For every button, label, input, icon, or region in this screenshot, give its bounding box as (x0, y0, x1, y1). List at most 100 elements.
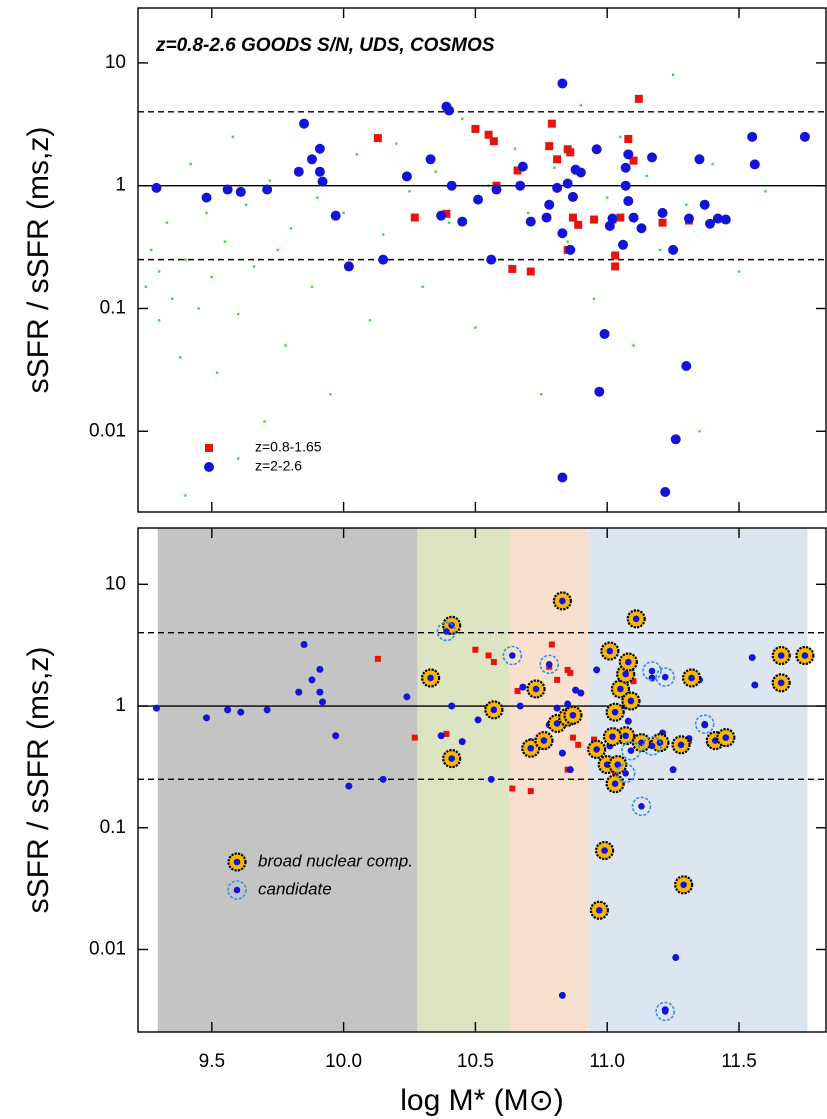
halo-core (448, 755, 455, 762)
ring-core (443, 628, 450, 635)
square-marker (509, 785, 516, 792)
circle-marker (694, 154, 705, 165)
circle-marker (299, 118, 310, 129)
y-tick-label: 1 (115, 695, 126, 716)
halo-core (601, 847, 608, 854)
circle-marker (747, 131, 758, 142)
circle-marker (425, 154, 436, 165)
field-point (685, 203, 688, 206)
halo-core (611, 780, 619, 788)
halo-core (233, 858, 241, 866)
field-point (184, 494, 187, 497)
circle-marker (624, 717, 632, 725)
ring (642, 736, 662, 756)
halo-core (622, 732, 629, 740)
field-point (157, 319, 161, 322)
field-point (184, 258, 187, 261)
field-point (579, 104, 583, 107)
ring (621, 740, 641, 761)
halo-core (527, 744, 535, 752)
candidate-marker (539, 654, 560, 675)
broad-marker (589, 900, 609, 920)
halo-core (801, 652, 809, 659)
circle-marker (295, 688, 303, 696)
broad-marker (227, 852, 247, 872)
y-tick-label: 0.1 (100, 297, 126, 318)
circle-marker (525, 216, 536, 227)
circle-marker (457, 216, 468, 227)
legend-label: candidate (258, 879, 332, 898)
square-marker (624, 135, 633, 144)
ring-core (233, 886, 241, 894)
square-marker (526, 267, 535, 276)
y-axis-title: sSFR / sSFR (ms,z) (22, 647, 55, 914)
square-marker (410, 213, 419, 222)
field-point (244, 203, 248, 206)
candidate-marker (655, 667, 676, 687)
broad-marker (526, 679, 546, 699)
circle-marker (593, 666, 601, 674)
circle-marker (378, 254, 389, 265)
circle-marker (577, 689, 585, 697)
field-point (197, 307, 200, 310)
broad-marker (674, 875, 694, 895)
ring-core (638, 803, 645, 810)
square-marker (567, 669, 574, 676)
field-point (289, 227, 293, 230)
circle-marker (705, 218, 716, 229)
circle-marker (670, 434, 681, 445)
field-point (316, 196, 319, 199)
circle-marker (712, 213, 723, 224)
field-point (252, 265, 256, 268)
broad-marker (552, 591, 572, 611)
field-point (310, 285, 314, 289)
halo-core (553, 720, 561, 727)
circle-marker (446, 180, 457, 191)
circle-marker (557, 228, 568, 239)
halo-core (622, 670, 629, 678)
x-tick-label: 10.0 (325, 1051, 362, 1072)
field-point (157, 270, 161, 273)
halo-core (490, 706, 498, 714)
broad-marker (631, 733, 652, 753)
circle-marker (151, 182, 162, 193)
broad-marker (442, 748, 462, 769)
circle-marker (699, 199, 710, 210)
halo-core (611, 708, 619, 716)
circle-marker (604, 220, 615, 231)
halo-core (427, 674, 434, 682)
circle-marker (332, 732, 340, 740)
circle-marker (575, 167, 586, 178)
square-marker (513, 166, 522, 175)
field-point (658, 248, 662, 252)
circle-marker (594, 386, 605, 397)
square-marker (611, 262, 620, 271)
field-point (764, 190, 767, 193)
y-tick-label: 0.1 (100, 817, 126, 838)
legend-label: z=0.8-1.65 (255, 439, 322, 455)
circle-marker (204, 462, 214, 472)
circle-marker (203, 714, 211, 722)
halo-core (777, 679, 785, 687)
square-marker (411, 734, 418, 741)
y-tick-label: 10 (105, 52, 126, 73)
halo-core (632, 615, 640, 623)
circle-marker (567, 191, 578, 202)
circle-marker (672, 953, 680, 961)
circle-marker (201, 192, 212, 203)
circle-marker (557, 78, 568, 89)
square-marker (374, 655, 381, 662)
legend-label: z=2-2.6 (255, 458, 302, 474)
field-point (342, 211, 345, 215)
ring-core (509, 652, 516, 659)
circle-marker (330, 210, 341, 221)
field-point (632, 344, 635, 347)
circle-marker (473, 194, 484, 205)
field-point (540, 393, 543, 396)
square-marker (490, 658, 497, 665)
candidate-marker (694, 714, 715, 734)
circle-marker (224, 706, 232, 714)
square-marker (634, 94, 643, 103)
square-marker (575, 741, 582, 748)
halo-core (569, 711, 577, 719)
